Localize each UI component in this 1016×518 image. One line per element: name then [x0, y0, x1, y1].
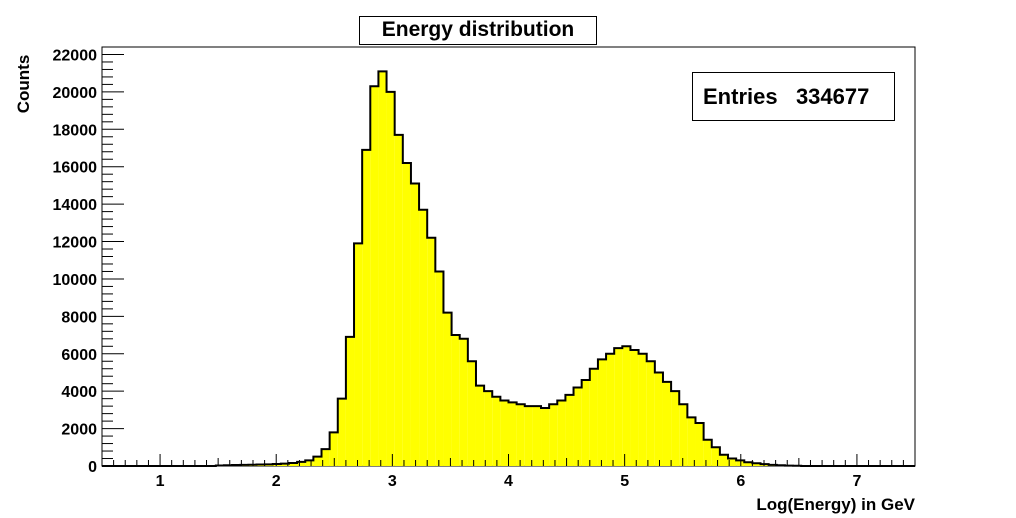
- y-tick-label: 18000: [53, 122, 98, 139]
- histogram-bin: [451, 335, 460, 466]
- stats-label: Entries: [703, 84, 778, 109]
- histogram-bin: [752, 463, 761, 466]
- histogram-bin: [492, 396, 501, 466]
- histogram-bin: [329, 432, 338, 466]
- histogram-bin: [589, 368, 598, 466]
- y-axis: 0 2000 4000 6000 8000 10000 12000 14000 16000 180…: [53, 46, 124, 476]
- stats-box: Entries 334677: [692, 72, 895, 121]
- histogram-bin: [687, 417, 696, 466]
- histogram-bin: [321, 449, 330, 466]
- y-tick-label: 4000: [61, 384, 97, 401]
- x-tick-label: 3: [388, 473, 397, 490]
- histogram-bin: [711, 447, 720, 466]
- y-tick-label: 12000: [53, 235, 98, 252]
- histogram-bin: [443, 312, 452, 466]
- histogram-bin: [386, 91, 395, 467]
- x-tick-label: 5: [620, 473, 629, 490]
- histogram-bin: [654, 372, 663, 466]
- histogram-bin: [378, 71, 387, 467]
- histogram-bin: [337, 398, 346, 466]
- histogram-bin: [435, 271, 444, 466]
- histogram-bin: [695, 422, 704, 466]
- histogram-bin: [662, 381, 672, 466]
- y-tick-label: 0: [88, 459, 97, 476]
- histogram-bin: [394, 134, 403, 467]
- histogram-outline: [102, 70, 915, 467]
- histogram-bin: [606, 353, 615, 466]
- histogram-bin: [280, 463, 289, 466]
- histogram-bin: [703, 439, 712, 466]
- histogram-bin: [646, 361, 655, 466]
- histogram-bin: [573, 387, 582, 466]
- histogram-bin: [679, 404, 688, 466]
- histogram-bin: [305, 460, 314, 466]
- histogram-bin: [597, 359, 607, 466]
- y-tick-label: 2000: [61, 422, 97, 439]
- histogram-bars: [102, 70, 915, 467]
- histogram-bin: [459, 338, 468, 466]
- chart-title: Energy distribution: [359, 16, 597, 45]
- x-tick-label: 6: [736, 473, 745, 490]
- x-axis: 1 2 3 4 5 6 7: [101, 454, 916, 490]
- histogram-bin: [508, 402, 517, 466]
- y-tick-label: 16000: [53, 160, 98, 177]
- x-tick-label: 7: [852, 473, 861, 490]
- histogram-bin: [427, 237, 436, 466]
- y-tick-label: 6000: [61, 347, 97, 364]
- histogram-bin: [354, 243, 363, 466]
- y-tick-label: 8000: [61, 309, 97, 326]
- histogram-bin: [638, 353, 647, 466]
- histogram-bin: [410, 183, 420, 466]
- y-tick-label: 14000: [53, 197, 98, 214]
- histogram-bin: [541, 408, 550, 466]
- histogram-bin: [671, 391, 680, 466]
- x-tick-label: 1: [156, 473, 165, 490]
- y-tick-label: 22000: [53, 47, 98, 64]
- histogram-bin: [272, 463, 281, 466]
- stats-value: 334677: [795, 84, 870, 109]
- histogram-bin: [345, 336, 355, 466]
- x-tick-label: 4: [504, 473, 513, 490]
- histogram-bin: [557, 400, 566, 466]
- x-tick-label: 2: [272, 473, 281, 490]
- histogram-bin: [565, 394, 574, 466]
- histogram-bin: [475, 385, 485, 466]
- histogram-bin: [630, 350, 639, 466]
- histogram-bin: [402, 162, 411, 467]
- histogram-bin: [728, 458, 737, 466]
- histogram-bin: [484, 391, 493, 466]
- histogram-bin: [719, 454, 729, 466]
- histogram-bin: [500, 400, 509, 466]
- x-axis-label: Log(Energy) in GeV: [756, 495, 915, 514]
- histogram-bin: [549, 404, 558, 466]
- histogram-bin: [297, 461, 306, 466]
- histogram-bin: [744, 462, 753, 466]
- histogram-bin: [419, 209, 428, 466]
- histogram-bin: [736, 460, 745, 466]
- histogram-bin: [313, 456, 322, 466]
- histogram-bin: [532, 406, 542, 466]
- histogram-bin: [288, 463, 298, 466]
- histogram-bin: [362, 149, 371, 467]
- y-axis-label: Counts: [14, 54, 33, 114]
- histogram-bin: [467, 361, 476, 466]
- histogram-bin: [524, 406, 533, 466]
- histogram-bin: [370, 86, 379, 466]
- histogram-bin: [622, 346, 631, 466]
- histogram-bin: [614, 348, 623, 466]
- y-tick-label: 10000: [53, 272, 98, 289]
- histogram-bin: [581, 379, 590, 466]
- y-tick-label: 20000: [53, 85, 98, 102]
- histogram-bin: [516, 404, 525, 466]
